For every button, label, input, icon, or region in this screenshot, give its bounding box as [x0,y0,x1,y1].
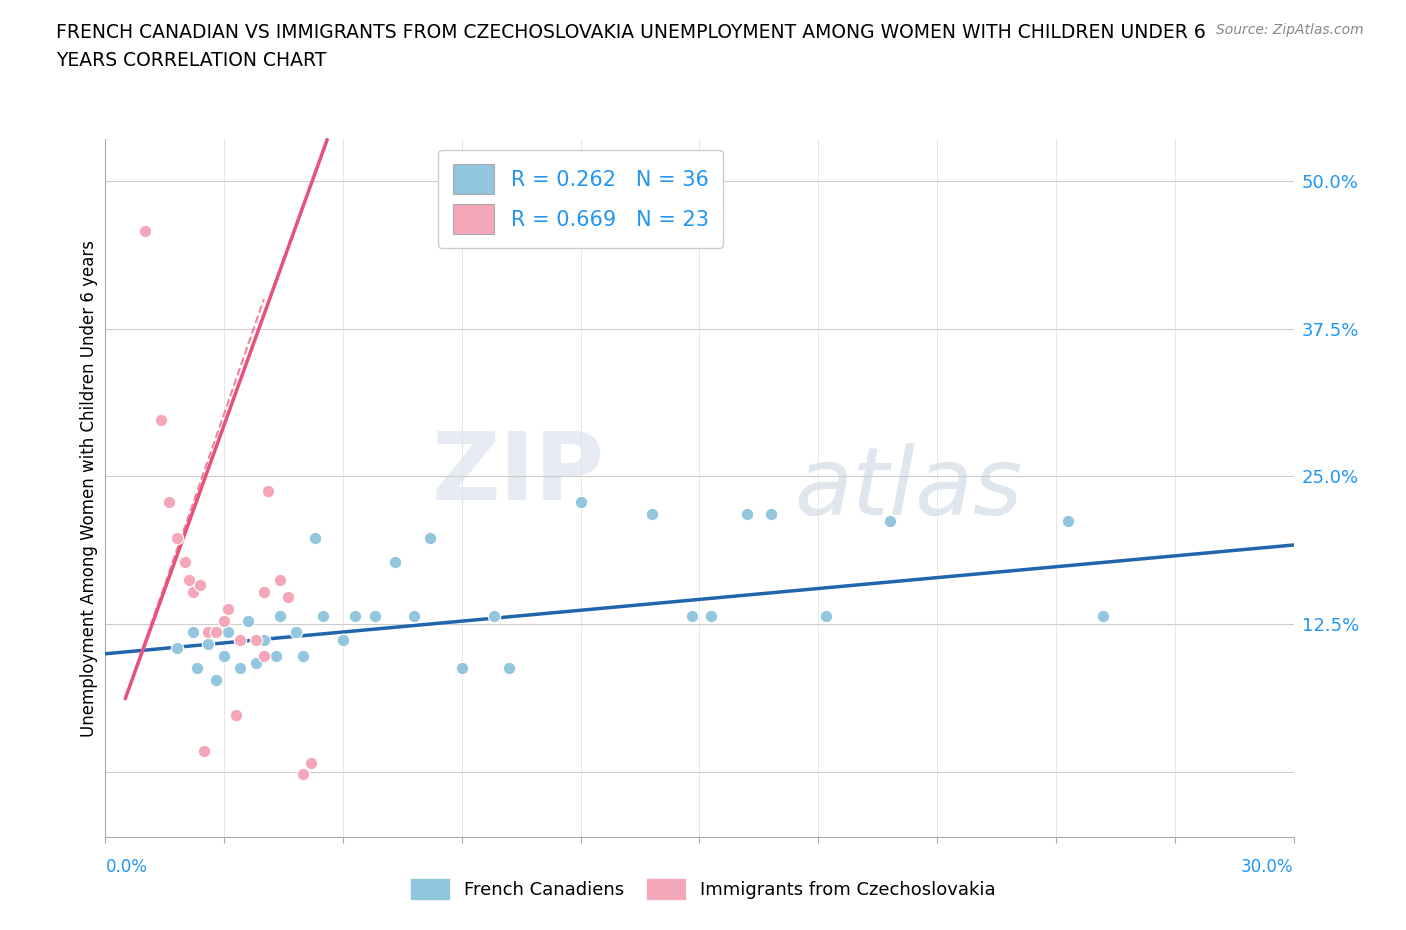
Text: ZIP: ZIP [432,429,605,520]
Point [277,590,299,604]
Point [245,656,267,671]
Point [332,632,354,647]
Point [681,608,703,623]
Point [253,649,276,664]
Point [229,632,252,647]
Point [759,507,782,522]
Point [404,608,426,623]
Point [217,602,239,617]
Point [292,649,315,664]
Point [229,660,252,675]
Point [256,484,278,498]
Point [197,637,219,652]
Text: FRENCH CANADIAN VS IMMIGRANTS FROM CZECHOSLOVAKIA UNEMPLOYMENT AMONG WOMEN WITH : FRENCH CANADIAN VS IMMIGRANTS FROM CZECH… [56,23,1206,42]
Point [217,625,239,640]
Point [181,625,204,640]
Point [166,530,188,545]
Point [879,514,901,529]
Point [299,755,322,770]
Point [815,608,838,623]
Point [236,613,259,628]
Point [364,608,387,623]
Point [1056,514,1078,529]
Point [197,625,219,640]
Point [641,507,664,522]
Y-axis label: Unemployment Among Women with Children Under 6 years: Unemployment Among Women with Children U… [80,240,98,737]
Point [264,649,287,664]
Point [343,608,366,623]
Point [149,412,172,427]
Point [700,608,723,623]
Point [312,608,335,623]
Point [177,573,200,588]
Point [134,223,156,238]
Point [205,672,228,687]
Point [269,573,291,588]
Point [225,708,247,723]
Point [269,608,291,623]
Point [284,625,307,640]
Text: atlas: atlas [794,443,1022,534]
Point [173,554,195,569]
Point [304,530,326,545]
Point [166,641,188,656]
Text: YEARS CORRELATION CHART: YEARS CORRELATION CHART [56,51,326,70]
Legend: French Canadiens, Immigrants from Czechoslovakia: French Canadiens, Immigrants from Czecho… [404,870,1002,907]
Point [214,649,236,664]
Point [253,585,276,600]
Text: Source: ZipAtlas.com: Source: ZipAtlas.com [1216,23,1364,37]
Point [1092,608,1115,623]
Text: 30.0%: 30.0% [1241,858,1294,876]
Point [482,608,505,623]
Point [186,660,208,675]
Point [245,632,267,647]
Text: 0.0%: 0.0% [105,858,148,876]
Point [384,554,406,569]
Point [193,743,215,758]
Point [157,495,180,510]
Point [214,613,236,628]
Point [190,578,212,592]
Point [735,507,758,522]
Point [498,660,520,675]
Point [205,625,228,640]
Point [292,767,315,782]
Point [253,632,276,647]
Point [569,495,592,510]
Point [419,530,441,545]
Legend: R = 0.262   N = 36, R = 0.669   N = 23: R = 0.262 N = 36, R = 0.669 N = 23 [437,150,724,248]
Point [181,585,204,600]
Point [450,660,472,675]
